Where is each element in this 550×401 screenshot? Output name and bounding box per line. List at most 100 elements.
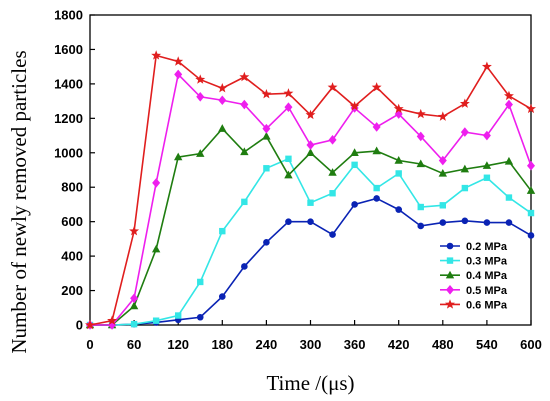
legend-label: 0.6 MPa <box>466 299 508 311</box>
x-tick-label: 120 <box>167 337 189 352</box>
data-point <box>527 160 535 171</box>
x-tick-label: 240 <box>256 337 278 352</box>
x-tick-label: 360 <box>344 337 366 352</box>
data-point <box>196 149 205 157</box>
y-tick-label: 200 <box>61 283 83 298</box>
data-point <box>527 232 535 239</box>
data-point <box>130 293 139 304</box>
x-tick-label: 0 <box>86 337 93 352</box>
data-point <box>151 50 162 60</box>
data-point <box>395 206 403 213</box>
data-point <box>505 194 513 201</box>
y-tick-label: 0 <box>76 318 83 333</box>
data-point <box>439 202 446 209</box>
data-point <box>285 155 292 163</box>
data-point <box>482 130 491 141</box>
y-axis-title: Number of newly removed particles <box>7 50 31 353</box>
data-point <box>505 219 513 226</box>
data-point <box>284 170 293 179</box>
x-tick-label: 480 <box>432 337 454 352</box>
y-tick-label: 1800 <box>54 8 83 23</box>
legend-marker <box>445 299 455 309</box>
data-point <box>217 82 228 93</box>
y-tick-label: 600 <box>61 214 83 229</box>
data-point <box>349 101 360 111</box>
data-point <box>526 186 536 194</box>
data-point <box>481 61 492 71</box>
data-point <box>372 122 381 132</box>
data-point <box>195 74 206 84</box>
legend-marker <box>446 257 454 264</box>
data-point <box>417 222 425 230</box>
data-point <box>350 148 359 156</box>
y-tick-label: 1600 <box>54 42 83 57</box>
data-point <box>482 161 492 169</box>
data-point <box>261 89 272 99</box>
data-point <box>241 198 248 206</box>
data-point <box>284 102 293 112</box>
data-point <box>372 146 381 155</box>
data-point <box>526 103 536 114</box>
data-point <box>504 90 514 101</box>
data-point <box>175 312 182 319</box>
data-point <box>306 148 315 156</box>
data-point <box>328 168 337 176</box>
data-point <box>483 219 491 226</box>
legend-item: 0.5 MPa <box>440 285 508 297</box>
data-point <box>461 184 469 192</box>
axes: 0 60 120 180 240 300 360 420 480 540 600 0 200 400 600… <box>54 8 542 353</box>
series-0-6-mpa <box>85 50 536 330</box>
data-point <box>152 178 161 188</box>
data-point <box>307 218 314 225</box>
legend-label: 0.3 MPa <box>466 256 508 268</box>
data-point <box>263 165 270 172</box>
data-point <box>460 164 470 173</box>
data-point <box>327 82 338 92</box>
data-point <box>174 152 183 161</box>
data-point <box>461 217 469 225</box>
data-point <box>285 218 292 225</box>
series-layer <box>85 50 536 330</box>
data-point <box>283 88 294 98</box>
data-point <box>129 225 140 236</box>
data-point <box>130 320 138 328</box>
data-point <box>437 111 448 121</box>
data-point <box>240 147 249 156</box>
data-point <box>151 244 161 253</box>
data-point <box>415 108 426 119</box>
data-point <box>371 82 382 92</box>
legend-marker <box>446 285 454 295</box>
data-point <box>438 155 447 166</box>
data-point <box>174 69 183 80</box>
legend-marker <box>445 270 455 279</box>
data-point <box>460 127 469 137</box>
data-point <box>438 168 447 177</box>
data-point <box>240 99 249 110</box>
y-tick-label: 400 <box>61 249 83 264</box>
data-point <box>307 199 314 206</box>
legend-item: 0.3 MPa <box>440 256 508 268</box>
data-point <box>305 109 316 120</box>
data-point <box>329 231 336 238</box>
x-tick-label: 300 <box>300 337 322 352</box>
data-point <box>373 184 380 192</box>
x-tick-label: 600 <box>520 337 542 352</box>
series-line <box>90 127 532 326</box>
data-point <box>196 92 205 102</box>
data-point <box>218 95 227 106</box>
x-tick-label: 60 <box>127 337 141 352</box>
data-point <box>262 123 271 134</box>
legend-marker <box>446 242 454 250</box>
series-line <box>90 197 532 326</box>
data-point <box>373 195 380 202</box>
data-point <box>218 124 227 132</box>
data-point <box>263 239 270 246</box>
data-point <box>239 71 250 82</box>
data-point <box>306 140 315 150</box>
y-tick-label: 1200 <box>54 111 83 126</box>
y-tick-label: 1000 <box>54 145 83 160</box>
data-point <box>219 227 226 235</box>
data-point <box>329 190 336 197</box>
y-tick-label: 1400 <box>54 76 83 91</box>
